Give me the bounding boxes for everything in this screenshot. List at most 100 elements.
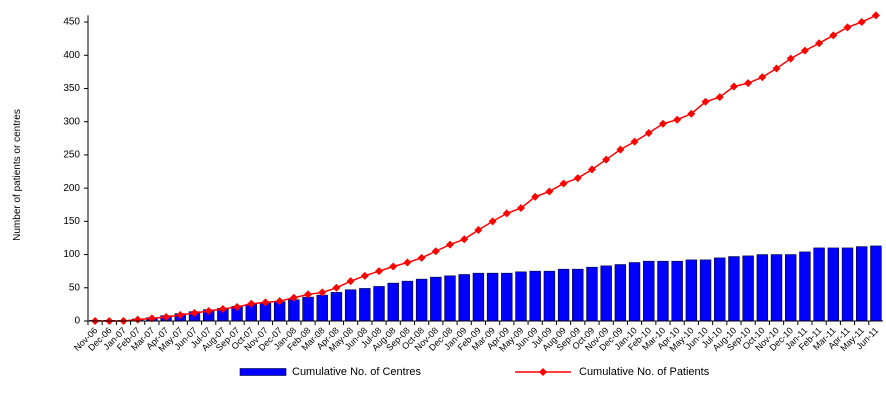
y-tick-label: 50: [69, 282, 81, 293]
bar: [501, 272, 513, 322]
bar: [330, 292, 343, 322]
marker: [346, 277, 355, 286]
bar: [373, 286, 385, 322]
marker: [701, 97, 710, 106]
marker: [616, 145, 625, 154]
bar: [444, 275, 456, 322]
bar: [699, 259, 712, 322]
bar: [472, 272, 485, 322]
marker: [729, 82, 738, 91]
bar: [756, 254, 769, 322]
bar: [316, 294, 328, 322]
bar: [685, 259, 698, 322]
y-tick-label: 150: [63, 216, 80, 227]
marker: [786, 54, 795, 63]
bar: [486, 272, 499, 322]
marker: [559, 179, 568, 188]
marker: [389, 262, 398, 271]
marker: [502, 209, 511, 218]
bar: [543, 270, 556, 322]
marker: [318, 288, 327, 297]
bar: [770, 254, 783, 322]
marker: [630, 137, 639, 146]
y-tick-label: 250: [63, 150, 80, 161]
bar: [870, 245, 882, 322]
legend-swatch: [239, 368, 287, 376]
marker: [644, 128, 653, 137]
marker: [431, 247, 440, 256]
bar: [458, 274, 470, 322]
legend-label: Cumulative No. of Centres: [292, 366, 421, 378]
bar: [841, 247, 854, 322]
bar: [529, 270, 541, 322]
marker: [460, 235, 469, 244]
marker: [403, 258, 412, 267]
marker: [573, 174, 582, 183]
y-tick-label: 300: [63, 116, 80, 127]
bar: [628, 262, 641, 322]
marker: [474, 225, 483, 234]
y-tick-label: 100: [63, 249, 80, 260]
bar: [785, 254, 797, 322]
marker: [332, 283, 341, 292]
y-tick-label: 450: [63, 17, 80, 28]
bar: [643, 260, 655, 322]
bar: [657, 260, 669, 322]
bar: [572, 268, 584, 322]
marker: [147, 314, 156, 323]
marker: [275, 297, 284, 306]
bar: [387, 282, 399, 322]
y-tick-label: 0: [74, 316, 80, 327]
marker: [857, 18, 866, 27]
y-tick-label: 400: [63, 50, 80, 61]
bar: [600, 265, 612, 322]
marker: [715, 93, 724, 102]
bar: [401, 280, 414, 322]
bar: [288, 299, 300, 322]
marker: [545, 187, 554, 196]
y-tick-label: 200: [63, 183, 80, 194]
bar: [742, 255, 754, 322]
bar: [671, 260, 683, 322]
marker: [800, 46, 809, 55]
marker: [304, 290, 313, 299]
marker: [871, 11, 880, 20]
bar: [614, 264, 627, 322]
marker: [190, 309, 199, 318]
marker: [744, 79, 753, 88]
marker: [360, 271, 369, 280]
bar: [302, 296, 314, 322]
marker: [289, 293, 298, 302]
marker: [488, 217, 497, 226]
legend-label: Cumulative No. of Patients: [579, 366, 710, 378]
bar: [856, 246, 868, 322]
marker: [843, 23, 852, 32]
bar: [359, 288, 371, 322]
marker: [176, 311, 185, 320]
marker: [446, 240, 455, 249]
bar: [515, 271, 527, 322]
marker: [531, 192, 540, 201]
marker: [218, 305, 227, 314]
marker: [162, 313, 171, 322]
marker: [758, 73, 767, 82]
marker: [375, 267, 384, 276]
marker: [772, 64, 781, 73]
bar: [586, 266, 598, 322]
bar: [430, 276, 442, 322]
y-axis-label: Number of patients or centres: [12, 109, 23, 241]
bar: [799, 251, 811, 322]
marker: [815, 39, 824, 48]
marker: [204, 307, 213, 316]
bar: [728, 256, 740, 322]
marker: [516, 204, 525, 213]
bar: [557, 268, 570, 322]
bar: [415, 278, 428, 322]
legend-marker: [539, 368, 547, 376]
marker: [417, 253, 426, 262]
marker: [673, 115, 682, 124]
marker: [602, 155, 611, 164]
bar: [714, 257, 726, 322]
marker: [587, 165, 596, 174]
